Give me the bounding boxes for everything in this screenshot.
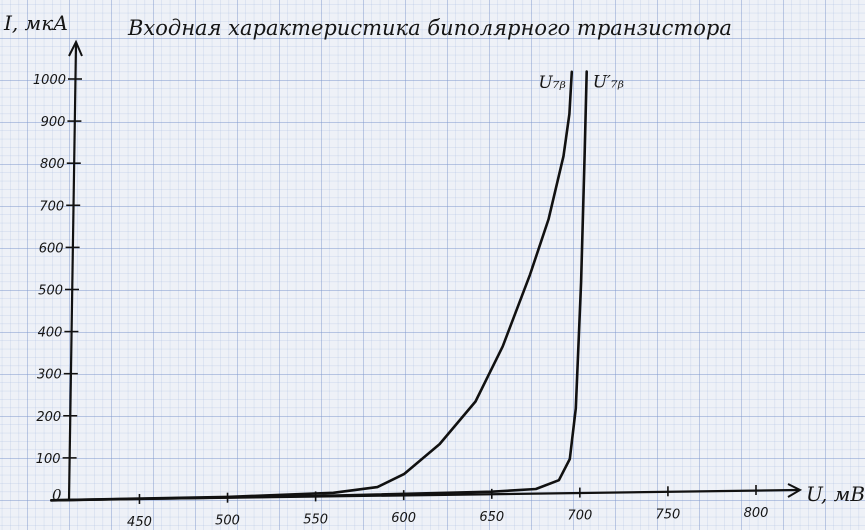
x-tick-label: 600 bbox=[391, 511, 416, 526]
axis-ticks: 450 500 550 600 650 700 750 800 100 200 300 400 500 6… bbox=[33, 73, 769, 530]
x-tick-label: 550 bbox=[303, 512, 328, 527]
y-axis-label: I, мкА bbox=[3, 11, 68, 35]
y-tick-label: 800 bbox=[40, 157, 65, 172]
x-axis-label: U, мВ bbox=[806, 482, 865, 506]
x-tick-label: 650 bbox=[479, 510, 504, 525]
y-tick-label: 100 bbox=[36, 452, 61, 467]
series-line bbox=[50, 70, 588, 502]
data-series bbox=[50, 70, 588, 502]
y-tick-label: 900 bbox=[41, 115, 66, 130]
x-tick-label: 800 bbox=[744, 506, 769, 521]
x-tick-label: 500 bbox=[215, 514, 240, 529]
x-tick-label: 450 bbox=[127, 515, 152, 530]
y-tick-label: 500 bbox=[38, 284, 63, 299]
y-tick-label: 200 bbox=[36, 410, 61, 425]
series-label: U₇ᵦ bbox=[538, 73, 565, 93]
y-tick-label: 1000 bbox=[33, 73, 66, 88]
x-axis-arrow bbox=[787, 483, 803, 498]
series-label: U′₇ᵦ bbox=[593, 73, 624, 93]
y-tick-label: 300 bbox=[37, 368, 62, 383]
y-tick-label: 700 bbox=[39, 199, 64, 214]
y-axis-line bbox=[67, 43, 78, 501]
series-line bbox=[50, 70, 574, 502]
x-tick-label: 750 bbox=[656, 507, 681, 522]
y-tick-label: 400 bbox=[38, 326, 63, 341]
x-tick-label: 700 bbox=[567, 509, 592, 524]
y-axis-arrow bbox=[68, 39, 83, 57]
chart-title: Входная характеристика биполярного транз… bbox=[127, 16, 732, 40]
series-labels: U₇ᵦ U′₇ᵦ bbox=[538, 73, 623, 93]
origin-label: 0 bbox=[52, 486, 62, 504]
y-tick-label: 600 bbox=[39, 241, 64, 256]
